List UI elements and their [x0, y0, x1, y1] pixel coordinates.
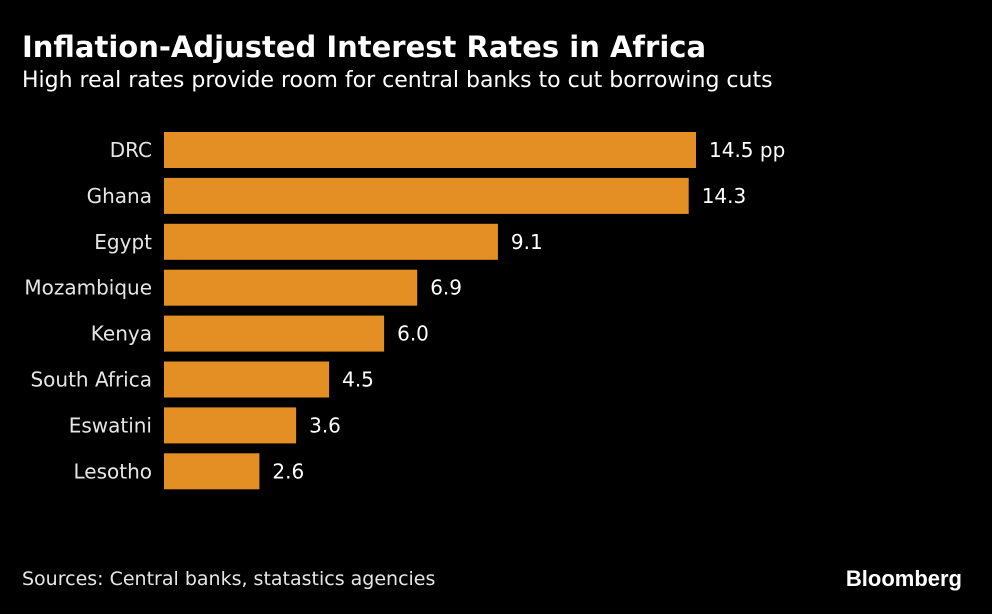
bar: [164, 177, 689, 214]
value-label: 6.0: [397, 322, 429, 346]
bar: [164, 315, 385, 352]
bar: [164, 223, 498, 260]
bloomberg-logo: Bloomberg: [845, 566, 962, 591]
category-label: Mozambique: [24, 276, 152, 300]
bar: [164, 132, 696, 168]
value-label: 2.6: [272, 459, 304, 483]
category-label: Eswatini: [69, 413, 152, 437]
value-label: 9.1: [511, 230, 543, 254]
source-note: Sources: Central banks, statastics agenc…: [22, 568, 436, 590]
category-label: Egypt: [94, 230, 152, 254]
chart-title: Inflation-Adjusted Interest Rates in Afr…: [22, 30, 707, 64]
value-label: 14.5 pp: [709, 138, 785, 162]
value-label: 3.6: [309, 413, 341, 437]
chart-subtitle: High real rates provide room for central…: [22, 68, 773, 93]
value-label: 4.5: [342, 368, 374, 392]
category-label: DRC: [110, 138, 152, 162]
category-label: Kenya: [91, 322, 152, 346]
value-label: 14.3: [702, 184, 747, 208]
bar: [164, 269, 418, 306]
bar: [164, 407, 297, 444]
category-label: South Africa: [30, 368, 152, 392]
value-label: 6.9: [430, 276, 462, 300]
bar-chart: DRC 14.5 pp Ghana 14.3 Egypt 9.1 Mozambique 6.9…: [24, 132, 785, 490]
bar: [164, 453, 260, 490]
bar: [164, 361, 330, 398]
category-label: Lesotho: [73, 459, 152, 483]
category-label: Ghana: [87, 184, 152, 208]
